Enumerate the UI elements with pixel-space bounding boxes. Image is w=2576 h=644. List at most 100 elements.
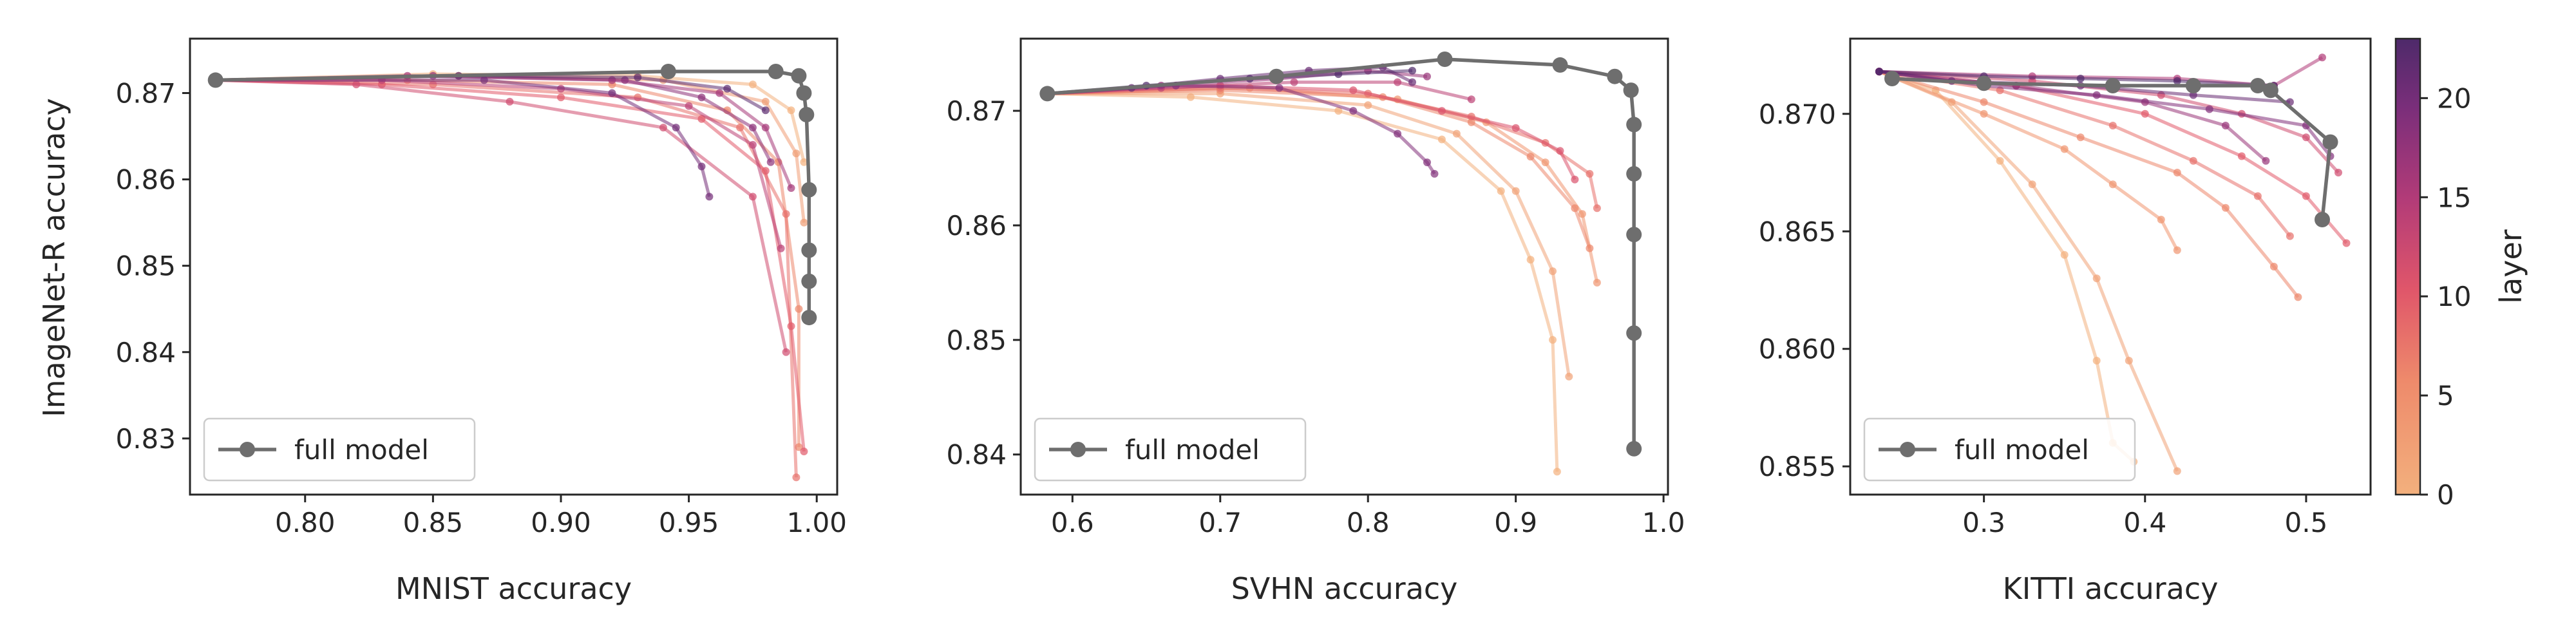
series-point-layer-18 (748, 124, 757, 132)
series-point-layer-6 (1526, 153, 1535, 161)
x-tick-label: 0.90 (531, 507, 591, 538)
series-point-layer-16 (787, 184, 795, 192)
series-point-layer-20 (608, 89, 616, 97)
series-line-layer-0 (1879, 70, 2135, 463)
series-point-layer-8 (782, 210, 790, 218)
series-point-layer-20 (697, 162, 706, 171)
legend-box (203, 417, 476, 482)
axes-frame (1849, 37, 2372, 496)
y-axis-label: ImageNet-R accuracy (37, 98, 71, 417)
series-point-layer-6 (2269, 263, 2278, 270)
full-model-point (1269, 68, 1284, 84)
y-tick-label: 0.86 (115, 164, 176, 196)
x-tick-label: 0.3 (1962, 507, 2005, 538)
series-line-layer-10 (215, 78, 806, 452)
series-point-layer-23 (2076, 75, 2085, 82)
series-point-layer-19 (1394, 129, 1402, 138)
full-model-point (791, 68, 807, 84)
y-tick-label: 0.870 (1759, 99, 1836, 130)
y-tick-label: 0.85 (115, 251, 176, 282)
full-model-point (2249, 78, 2266, 93)
series-point-layer-19 (1349, 107, 1358, 115)
series-point-layer-22 (761, 106, 770, 115)
y-tick-label: 0.87 (946, 95, 1007, 127)
x-tick-label: 0.7 (1198, 507, 1242, 538)
full-model-point (660, 64, 676, 79)
plot-area (1039, 52, 1642, 476)
series-point-layer-4 (2157, 216, 2165, 223)
series-line-layer-0 (1047, 91, 1559, 472)
series-point-layer-10 (2237, 152, 2246, 160)
legend-marker (1900, 442, 1915, 457)
series-point-layer-10 (761, 167, 770, 175)
series-point-layer-8 (2286, 232, 2294, 240)
full-model-point (1437, 52, 1453, 67)
series-point-layer-12 (506, 97, 514, 106)
series-point-layer-10 (787, 322, 795, 330)
series-line-layer-6 (1047, 88, 1591, 249)
full-model-point (1626, 117, 1642, 133)
series-point-layer-12 (2334, 169, 2342, 176)
x-axis-label: MNIST accuracy (395, 571, 632, 606)
series-point-layer-10 (2302, 192, 2310, 200)
y-tick-label: 0.83 (115, 423, 176, 455)
colorbar-tick-label: 15 (2437, 182, 2471, 213)
series-point-layer-4 (1980, 109, 1988, 118)
series-point-layer-6 (1586, 244, 1594, 252)
series-point-layer-12 (659, 124, 667, 132)
series-point-layer-18 (766, 158, 775, 166)
chart-panel-mnist: 0.80 0.85 0.90 0.95 1.00 0.83 0.84 0.85 0.86 0.87… (115, 37, 847, 606)
legend-label: full model (1125, 434, 1260, 466)
series-point-layer-21 (1408, 78, 1416, 86)
full-model-point (2322, 134, 2338, 150)
series-point-layer-0 (1526, 256, 1535, 264)
full-model-point (1626, 227, 1642, 243)
full-model-point (801, 273, 817, 289)
series-point-layer-0 (1553, 468, 1561, 476)
series-point-layer-8 (1593, 204, 1601, 213)
legend-label: full model (294, 434, 429, 466)
series-point-layer-2 (2173, 467, 2181, 475)
series-point-layer-6 (795, 305, 803, 313)
x-tick-label: 0.85 (403, 507, 464, 538)
series-point-layer-8 (1586, 169, 1594, 178)
series-point-layer-2 (1549, 267, 1557, 276)
series-point-layer-0 (800, 158, 808, 166)
series-point-layer-11 (1511, 124, 1520, 132)
colorbar-tick-label: 10 (2437, 281, 2471, 312)
series-line-layer-8 (215, 78, 798, 478)
series-point-layer-10 (697, 115, 706, 123)
series-point-layer-20 (480, 76, 488, 84)
series-point-layer-11 (1556, 147, 1564, 155)
colorbar-tick-label: 20 (2437, 82, 2471, 114)
series-point-layer-20 (705, 193, 714, 201)
series-point-layer-0 (748, 80, 757, 89)
full-model-point (1607, 68, 1623, 84)
series-point-layer-4 (1578, 210, 1586, 218)
chart-panel-kitti: 0.3 0.4 0.5 0.855 0.860 0.865 0.870 KITTI accur… (1759, 37, 2372, 606)
x-tick-label: 0.95 (659, 507, 719, 538)
series-point-layer-8 (2253, 192, 2262, 200)
y-tick-label: 0.87 (115, 77, 176, 109)
series-point-layer-14 (1290, 78, 1298, 86)
series-point-layer-12 (352, 80, 361, 89)
series-point-layer-18 (697, 93, 706, 102)
series-point-layer-0 (1497, 187, 1505, 195)
full-model-point (1626, 166, 1642, 182)
series-line-layer-20 (215, 78, 711, 198)
series-point-layer-2 (1565, 372, 1573, 381)
series-line-layer-14 (215, 78, 783, 249)
x-tick-label: 0.80 (275, 507, 336, 538)
series-point-layer-23 (1875, 68, 1883, 76)
series-point-layer-6 (2221, 204, 2230, 212)
series-point-layer-14 (685, 102, 693, 110)
series-point-layer-16 (715, 89, 724, 97)
y-tick-label: 0.860 (1759, 334, 1836, 365)
chart-panel-svhn: 0.6 0.7 0.8 0.9 1.0 0.84 0.85 0.86 0.87 SVHN accu… (946, 37, 1685, 606)
series-point-layer-3 (800, 218, 808, 227)
series-point-layer-4 (2060, 145, 2069, 153)
axes-frame (1019, 37, 1669, 496)
series-point-layer-23 (1334, 70, 1343, 79)
full-model-point (799, 107, 815, 122)
